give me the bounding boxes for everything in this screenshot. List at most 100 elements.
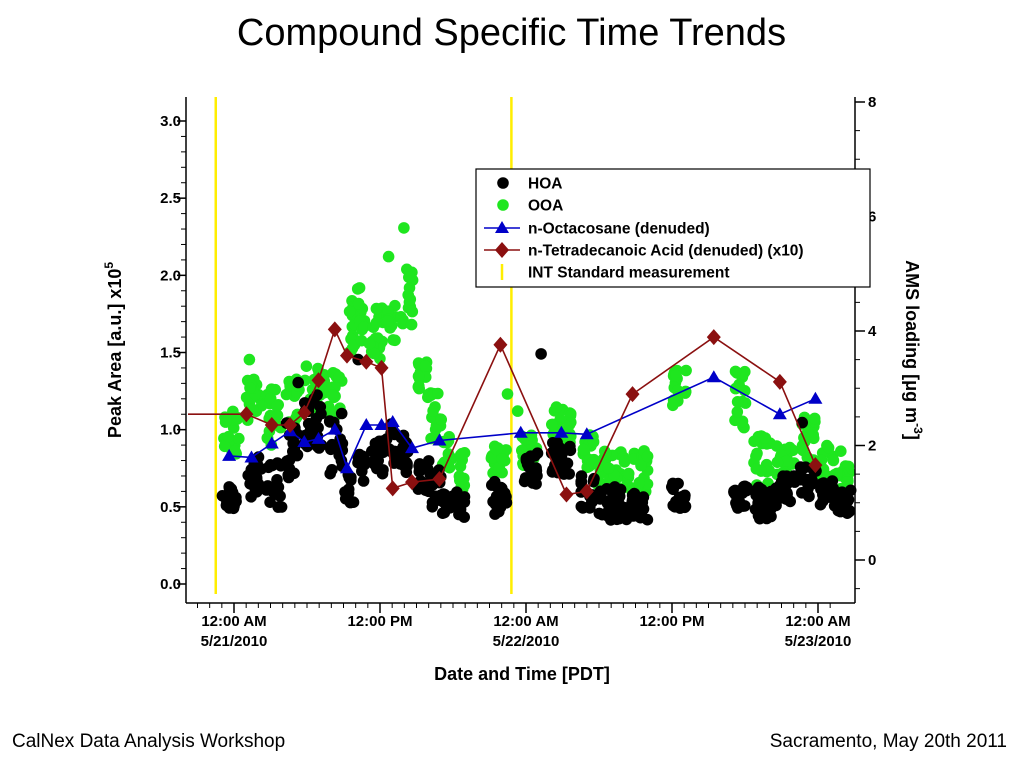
- tetradecanoic-point: [339, 347, 354, 364]
- hoa-point: [518, 475, 531, 488]
- hoa-point: [356, 450, 369, 463]
- ooa-point: [244, 382, 256, 394]
- legend-entry-label: n-Tetradecanoic Acid (denuded) (x10): [528, 243, 804, 260]
- hoa-point: [547, 437, 559, 449]
- tetradecanoic-point: [808, 457, 823, 474]
- hoa-point: [739, 500, 751, 512]
- ooa-point: [750, 463, 763, 475]
- hoa-point: [802, 479, 815, 492]
- hoa-point: [339, 493, 352, 505]
- tetradecanoic-point: [264, 417, 279, 434]
- hoa-point: [398, 455, 410, 468]
- ooa-point: [300, 360, 313, 373]
- hoa-point: [729, 484, 741, 497]
- hoa-point: [836, 486, 848, 499]
- hoa-point: [336, 444, 349, 457]
- ooa-point: [771, 456, 784, 469]
- ooa-point: [456, 447, 468, 460]
- legend-entry-label: OOA: [528, 198, 563, 215]
- octacosane-point: [297, 435, 312, 448]
- hoa-point: [760, 512, 773, 525]
- ooa-point: [352, 297, 365, 310]
- legend-entry-label: n-Octacosane (denuded): [528, 221, 710, 238]
- hoa-point: [741, 481, 753, 494]
- ooa-point: [389, 334, 401, 347]
- legend-hoa-marker: [497, 177, 509, 189]
- ooa-point: [403, 271, 415, 284]
- hoa-point: [525, 463, 538, 476]
- ooa-point: [731, 396, 744, 408]
- ooa-point: [564, 409, 577, 422]
- legend-entry-label: HOA: [528, 176, 562, 193]
- tetradecanoic-point: [625, 386, 640, 403]
- ooa-point: [835, 445, 847, 458]
- hoa-point: [672, 477, 684, 490]
- x-tick-date-label: 5/21/2010: [201, 633, 268, 650]
- tetradecanoic-point: [311, 372, 326, 389]
- octacosane-point: [222, 448, 237, 461]
- y-left-tick-label: 0.0: [160, 576, 181, 593]
- hoa-point: [814, 498, 827, 511]
- hoa-point: [563, 468, 575, 480]
- ooa-point: [358, 321, 370, 333]
- hoa-point: [335, 407, 348, 420]
- ooa-point: [419, 360, 432, 372]
- ooa-point: [412, 370, 425, 383]
- ooa-point: [271, 409, 284, 422]
- tetradecanoic-point: [283, 417, 298, 434]
- octacosane-point: [554, 425, 569, 438]
- hoa-point: [520, 454, 533, 467]
- hoa-point: [555, 460, 568, 472]
- ooa-point: [435, 413, 448, 426]
- hoa-point: [315, 408, 327, 420]
- hoa-point: [371, 462, 383, 475]
- tetradecanoic-point: [579, 483, 594, 500]
- octacosane-point: [432, 433, 447, 446]
- hoa-point: [486, 479, 498, 491]
- hoa-point: [794, 461, 807, 473]
- hoa-point: [325, 443, 337, 456]
- x-tick-label: 12:00 AM: [785, 613, 850, 630]
- x-tick-label: 12:00 AM: [493, 613, 558, 630]
- ooa-point: [326, 389, 339, 402]
- octacosane-point: [359, 418, 374, 431]
- ooa-point: [736, 415, 749, 428]
- hoa-point: [836, 495, 849, 507]
- tetradecanoic-point: [405, 474, 420, 491]
- ooa-point: [490, 443, 503, 456]
- y-right-tick-label: 6: [868, 209, 876, 226]
- slide-title: Compound Specific Time Trends: [236, 12, 787, 54]
- hoa-point: [600, 483, 613, 495]
- hoa-point: [679, 500, 692, 513]
- x-tick-date-label: 5/23/2010: [785, 633, 852, 650]
- tetradecanoic-point: [297, 404, 312, 421]
- ooa-point: [381, 315, 394, 328]
- ooa-point: [405, 318, 418, 331]
- tetradecanoic-point: [772, 373, 787, 390]
- x-tick-date-label: 5/22/2010: [493, 633, 560, 650]
- ooa-point: [599, 447, 612, 460]
- hoa-point: [489, 508, 501, 520]
- tetradecanoic-point: [432, 471, 447, 488]
- legend-tetradecanoic-marker: [495, 242, 509, 258]
- octacosane-point: [772, 407, 787, 420]
- ooa-point: [406, 305, 419, 318]
- ooa-point: [759, 432, 772, 444]
- hoa-point: [530, 478, 542, 490]
- ooa-point: [229, 445, 241, 457]
- y-left-tick-label: 2.5: [160, 190, 181, 207]
- ooa-point: [577, 443, 590, 456]
- ooa-point: [618, 455, 631, 468]
- hoa-point: [242, 469, 254, 482]
- hoa-point: [291, 449, 303, 462]
- hoa-point: [304, 423, 317, 436]
- ooa-point: [353, 282, 366, 294]
- tetradecanoic-point: [327, 321, 342, 338]
- hoa-point: [453, 499, 466, 512]
- ooa-point: [633, 476, 646, 489]
- hoa-point: [679, 489, 691, 502]
- ooa-point: [671, 384, 684, 397]
- hoa-point: [441, 502, 453, 515]
- octacosane-point: [385, 414, 400, 427]
- octacosane-point: [327, 422, 342, 435]
